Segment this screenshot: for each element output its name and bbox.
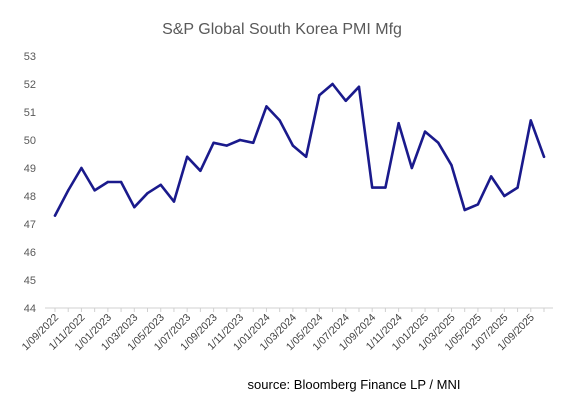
data-point <box>370 186 374 189</box>
data-point <box>304 155 308 158</box>
y-tick-label: 53 <box>24 51 36 63</box>
data-point <box>159 183 162 186</box>
data-point <box>423 130 427 133</box>
data-point <box>238 138 242 142</box>
y-tick-label: 52 <box>24 79 36 91</box>
y-tick-label: 46 <box>24 247 36 259</box>
data-point <box>265 105 268 108</box>
data-point <box>67 189 70 192</box>
y-tick-label: 49 <box>24 163 36 175</box>
y-tick-label: 50 <box>24 135 36 147</box>
data-point <box>146 192 149 195</box>
data-point <box>384 186 387 189</box>
data-point <box>318 94 321 97</box>
x-axis: 1/09/20221/11/20221/01/20231/03/20231/05… <box>20 307 553 353</box>
data-point <box>212 141 215 144</box>
data-point <box>410 166 414 170</box>
data-point <box>463 208 466 212</box>
y-tick-label: 48 <box>24 191 36 203</box>
data-point <box>199 169 202 172</box>
data-point <box>489 175 493 178</box>
data-point <box>331 82 334 86</box>
data-point <box>344 99 347 103</box>
data-point <box>133 206 136 209</box>
chart-title: S&P Global South Korea PMI Mfg <box>162 21 402 38</box>
data-point <box>516 186 519 189</box>
data-point <box>53 214 57 217</box>
data-point <box>437 141 440 144</box>
data-point <box>503 194 506 198</box>
data-point <box>119 180 123 184</box>
data-point <box>106 180 110 184</box>
data-point <box>172 200 176 203</box>
data-point <box>185 155 189 158</box>
data-point <box>476 203 480 206</box>
data-point <box>397 122 400 125</box>
data-point <box>291 144 295 147</box>
y-tick-label: 45 <box>24 275 36 287</box>
data-point <box>80 166 83 170</box>
data-point <box>529 119 532 122</box>
source-note: source: Bloomberg Finance LP / MNI <box>248 377 461 392</box>
data-point <box>252 141 255 144</box>
y-tick-label: 44 <box>24 303 36 315</box>
series-layer <box>53 82 546 217</box>
data-point <box>450 164 453 167</box>
data-point <box>278 119 281 122</box>
series-line <box>53 82 546 217</box>
data-point <box>93 189 96 192</box>
y-tick-label: 51 <box>24 107 36 119</box>
y-tick-label: 47 <box>24 219 36 231</box>
data-point <box>225 144 229 147</box>
data-point <box>357 85 361 89</box>
y-axis: 44 45 46 47 48 49 50 51 52 53 <box>24 51 36 315</box>
data-point <box>542 155 546 158</box>
